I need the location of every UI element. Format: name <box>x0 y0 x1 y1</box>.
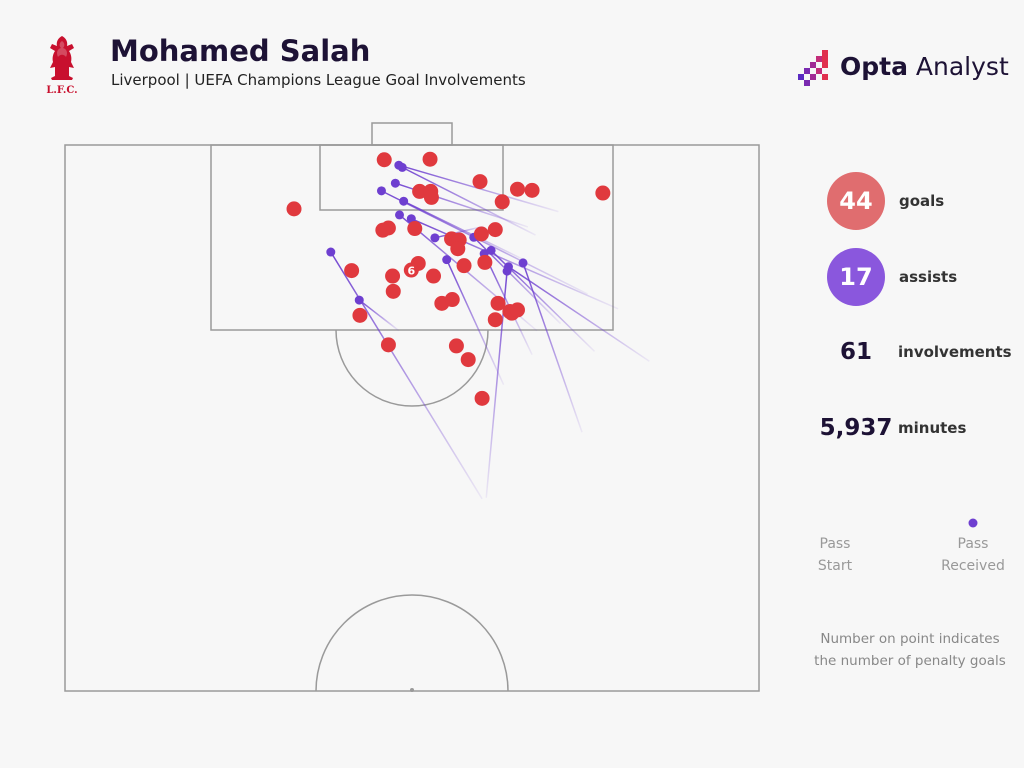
assist-pass-line <box>358 299 400 332</box>
goal-point <box>509 302 525 318</box>
assist-received-point <box>326 247 336 257</box>
pass-received-dot <box>968 518 978 528</box>
goal-point <box>380 337 396 353</box>
goal-point <box>487 312 503 328</box>
assist-received-point <box>442 255 452 265</box>
goal-point <box>509 181 525 197</box>
assist-pass-line <box>411 218 619 310</box>
assist-received-point <box>397 162 407 172</box>
assist-pass-line <box>401 166 536 236</box>
pass-legend-line <box>836 518 978 528</box>
assist-received-point <box>430 233 440 243</box>
involvements-value: 61 <box>839 339 872 365</box>
stat-involvements: 61 involvements <box>818 339 1012 365</box>
goal-point <box>352 307 368 323</box>
assist-received-point <box>406 214 416 224</box>
assist-received-point <box>399 196 409 206</box>
penalty-arc <box>335 329 489 407</box>
goals-label: goals <box>899 192 945 210</box>
stat-assists: 17 assists <box>827 248 957 306</box>
assists-badge: 17 <box>827 248 885 306</box>
goal-point <box>407 221 423 237</box>
goal-point <box>490 295 506 311</box>
assist-pass-line <box>381 190 588 295</box>
goal-point <box>524 182 540 198</box>
goal-point <box>444 292 460 308</box>
goal-point <box>412 183 428 199</box>
opta-analyst-logo: Opta Analyst <box>796 48 1009 92</box>
goal-point <box>376 152 392 168</box>
stat-minutes: 5,937 minutes <box>818 415 967 441</box>
legend-pass-start: Pass Start <box>817 536 853 574</box>
crest-text: L.F.C. <box>46 85 77 96</box>
minutes-value: 5,937 <box>819 415 893 441</box>
legend-pass-received: Pass Received <box>941 536 1005 574</box>
goal-point <box>477 254 493 270</box>
penalty-goal-point <box>403 262 419 278</box>
page-title: Mohamed Salah <box>110 34 371 68</box>
assist-received-point <box>486 245 496 255</box>
goal-point <box>460 352 476 368</box>
legend-note: Number on point indicates the number of … <box>814 631 1006 669</box>
assist-received-point <box>390 178 400 188</box>
goal-point <box>286 201 302 217</box>
goal-point <box>385 283 401 299</box>
goal-point <box>344 263 360 279</box>
assist-received-point <box>395 210 405 220</box>
assist-pass-line <box>522 262 583 433</box>
goal-point <box>448 338 464 354</box>
assists-label: assists <box>899 268 958 286</box>
assist-received-point <box>354 295 364 305</box>
assist-pass-line <box>508 266 650 362</box>
goal-point <box>473 226 489 242</box>
assist-pass-line <box>434 225 484 239</box>
goal-point <box>456 258 472 274</box>
goal-point <box>423 189 439 205</box>
goal-point <box>595 185 611 201</box>
brand-name: Opta Analyst <box>840 52 1009 81</box>
goal-point <box>494 194 510 210</box>
goal <box>371 122 453 146</box>
stat-goals: 44 goals <box>827 172 944 230</box>
involvements-label: involvements <box>898 343 1012 361</box>
assist-received-point <box>376 186 386 196</box>
assist-received-point <box>518 258 528 268</box>
penalty-goal-count: 6 <box>407 265 415 278</box>
goal-point <box>474 390 490 406</box>
assist-pass-line <box>330 251 483 500</box>
page-subtitle: Liverpool | UEFA Champions League Goal I… <box>111 71 526 89</box>
liverpool-crest-icon: L.F.C. <box>46 36 78 96</box>
minutes-label: minutes <box>898 419 967 437</box>
assist-pass-line <box>483 253 533 355</box>
goal-point <box>422 151 438 167</box>
goal-point <box>426 268 442 284</box>
assist-pass-line <box>446 259 505 386</box>
goal-point <box>375 222 391 238</box>
goal-point <box>487 222 503 238</box>
goal-point <box>450 241 466 257</box>
goal-point <box>385 268 401 284</box>
goals-badge: 44 <box>827 172 885 230</box>
center-circle <box>315 594 509 692</box>
center-spot <box>410 688 414 692</box>
opta-pixel-icon <box>798 50 828 86</box>
goal-point <box>472 174 488 190</box>
assist-received-point <box>502 266 512 276</box>
